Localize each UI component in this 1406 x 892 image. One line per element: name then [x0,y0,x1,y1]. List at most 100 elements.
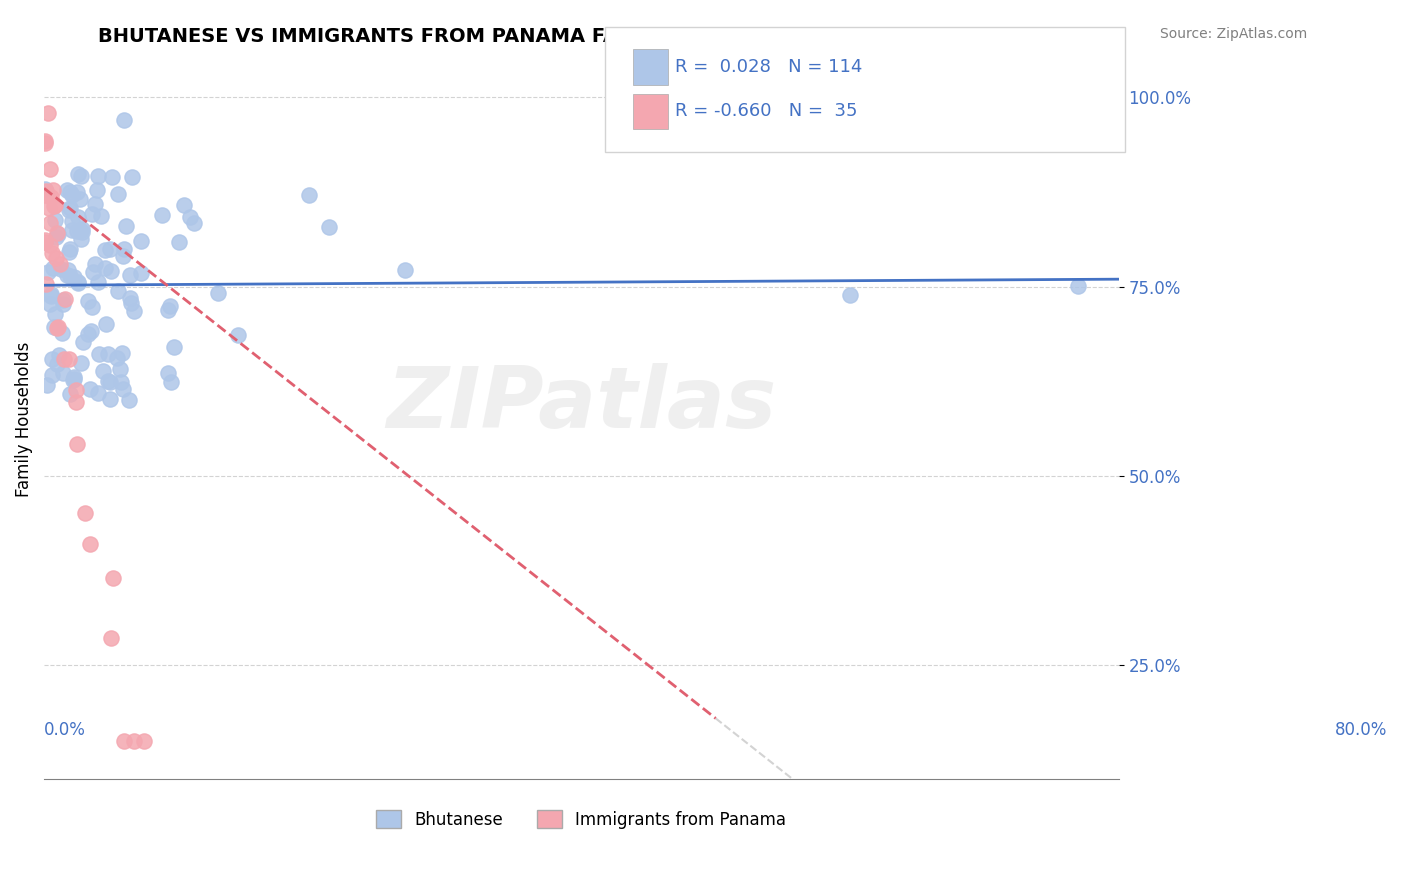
Point [179,210,201,224]
Point [38,216,60,230]
Point [59,242,82,256]
Point [129,235,152,249]
Point [105,351,128,365]
Point [120,291,142,305]
Point [93,261,115,276]
Point [120,268,142,282]
Point [79,536,101,550]
Point [120,296,142,310]
Point [77,293,100,308]
Point [41,368,63,382]
Point [59,268,82,283]
Text: 0.0%: 0.0% [44,722,86,739]
Point [66,275,89,289]
Point [156,366,179,380]
Point [41,190,63,204]
Point [59,386,82,401]
Point [34,233,56,247]
Point [82,265,104,279]
Point [58,263,80,277]
Point [41,246,63,260]
Text: ZIPatlas: ZIPatlas [387,363,776,446]
Point [112,734,135,748]
Point [112,242,135,256]
Point [72,334,94,349]
Point [100,264,122,278]
Point [112,113,135,128]
Point [37,265,59,279]
Point [87,386,110,401]
Point [69,222,91,236]
Point [52,366,75,380]
Point [67,167,90,181]
Point [39,162,62,177]
Point [72,222,94,236]
Point [37,105,59,120]
Point [93,243,115,257]
Point [58,202,80,217]
Point [108,362,131,376]
Point [67,276,90,290]
Point [53,292,76,306]
Point [73,506,96,520]
Point [39,287,62,301]
Point [87,275,110,289]
Point [84,196,107,211]
Point [96,317,118,331]
Point [110,376,132,390]
Point [226,328,249,343]
Point [34,181,56,195]
Point [45,230,67,244]
Point [298,187,321,202]
Point [37,378,59,392]
Point [62,370,84,384]
Point [66,437,89,451]
Point [42,260,65,275]
Point [44,197,66,211]
Point [100,169,122,184]
Point [48,257,70,271]
Point [60,188,83,202]
Point [162,340,184,354]
Point [42,199,65,213]
Point [96,347,118,361]
Point [38,237,60,252]
Point [207,285,229,300]
Point [60,223,83,237]
Point [80,324,103,338]
Point [70,232,93,246]
Point [46,321,69,335]
Point [318,219,340,234]
Y-axis label: Family Households: Family Households [15,342,32,497]
Point [62,373,84,387]
Point [58,244,80,259]
Point [183,216,205,230]
Point [62,270,84,285]
Point [100,631,122,645]
Point [115,219,138,233]
Point [34,136,56,151]
Point [39,289,62,303]
Point [51,326,73,340]
Point [48,348,70,362]
Point [35,184,58,198]
Point [44,307,66,321]
Point [56,183,79,197]
Point [118,392,141,407]
Point [65,395,87,409]
Point [34,134,56,148]
Point [34,277,56,292]
Legend: Bhutanese, Immigrants from Panama: Bhutanese, Immigrants from Panama [370,804,793,835]
Point [87,346,110,360]
Point [69,192,91,206]
Point [111,346,134,360]
Point [839,288,862,302]
Point [122,303,145,318]
Point [52,296,75,310]
Point [63,372,86,386]
Point [121,169,143,184]
Point [77,326,100,341]
Point [150,208,173,222]
Point [134,734,156,748]
Point [58,352,80,367]
